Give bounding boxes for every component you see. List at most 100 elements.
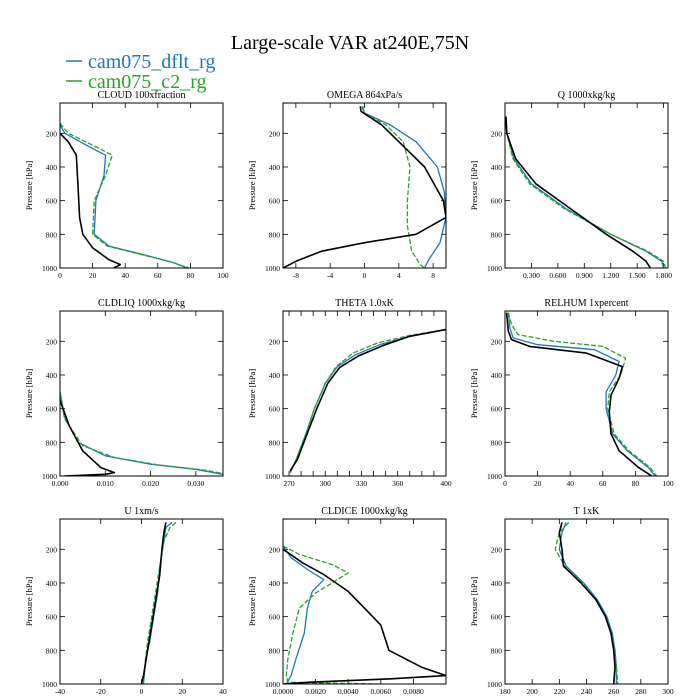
y-tick-label: 400 — [46, 163, 58, 172]
y-tick-label: 800 — [46, 438, 58, 447]
x-tick-label: 4 — [397, 271, 401, 280]
y-tick-label: 200 — [491, 129, 503, 138]
series-c2-line — [507, 312, 658, 476]
x-tick-label: 0.300 — [523, 271, 540, 280]
y-tick-label: 1000 — [487, 680, 502, 689]
x-tick-label: 60 — [154, 271, 162, 280]
x-tick-label: 40 — [121, 271, 129, 280]
series-black-line — [505, 312, 653, 476]
x-tick-label: 100 — [217, 271, 229, 280]
series-dflt-line — [60, 124, 188, 268]
x-tick-label: -8 — [293, 271, 299, 280]
panel-2: Q 1000xkg/kg 200 400 600 800 1000 0.300 0.600 0.… — [469, 90, 672, 280]
x-tick-label: -4 — [327, 271, 333, 280]
panel-title: RELHUM 1xpercent — [544, 298, 628, 309]
y-tick-label: 200 — [269, 545, 281, 554]
y-tick-label: 1000 — [42, 680, 57, 689]
y-tick-label: 600 — [491, 405, 503, 414]
y-tick-label: 800 — [269, 646, 281, 655]
y-tick-label: 200 — [46, 545, 58, 554]
y-tick-label: 200 — [269, 337, 281, 346]
panel-title: Q 1000xkg/kg — [558, 90, 616, 101]
x-tick-label: 40 — [219, 687, 227, 696]
y-tick-label: 1000 — [487, 264, 502, 273]
x-tick-label: 300 — [320, 479, 332, 488]
panel-frame — [282, 518, 447, 685]
y-tick-label: 800 — [491, 646, 503, 655]
y-tick-label: 800 — [269, 230, 281, 239]
x-tick-label: 0.600 — [549, 271, 566, 280]
y-axis-label: Pressure [hPa] — [24, 369, 34, 419]
x-tick-label: 0.0060 — [370, 687, 391, 696]
y-tick-label: 600 — [269, 613, 281, 622]
x-tick-label: 1.800 — [655, 271, 672, 280]
series-c2-line — [283, 545, 381, 684]
y-tick-label: 1000 — [42, 472, 57, 481]
x-tick-label: -20 — [96, 687, 106, 696]
panel-title: U 1xm/s — [124, 506, 158, 517]
x-tick-label: 80 — [187, 271, 195, 280]
x-tick-label: 0 — [140, 687, 144, 696]
x-tick-label: 0 — [503, 479, 507, 488]
y-tick-label: 200 — [491, 337, 503, 346]
series-dflt-line — [361, 106, 446, 268]
y-tick-label: 400 — [269, 371, 281, 380]
x-tick-label: 80 — [632, 479, 640, 488]
y-tick-label: 800 — [46, 646, 58, 655]
panel-1: OMEGA 864xPa/s 200 400 600 800 1000 -8 -4 0 4 8 Pre… — [247, 90, 447, 280]
x-tick-label: 180 — [499, 687, 511, 696]
x-tick-label: 1.500 — [629, 271, 646, 280]
y-tick-label: 600 — [269, 405, 281, 414]
x-tick-label: 220 — [554, 687, 566, 696]
x-tick-label: 0.0080 — [403, 687, 424, 696]
y-tick-label: 1000 — [265, 472, 280, 481]
x-tick-label: 0 — [363, 271, 367, 280]
legend: cam075_dflt_rg cam075_c2_rg — [66, 51, 215, 93]
y-tick-label: 400 — [269, 579, 281, 588]
series-dflt-line — [283, 545, 325, 684]
series-c2-line — [362, 106, 426, 268]
y-tick-label: 800 — [491, 438, 503, 447]
y-tick-label: 200 — [491, 545, 503, 554]
series-black-line — [60, 399, 116, 476]
figure-title: Large-scale VAR at240E,75N — [231, 32, 469, 54]
panel-6: U 1xm/s 200 400 600 800 1000-40 -20 0 20 40 Pressu… — [24, 506, 227, 696]
panel-frame — [504, 518, 669, 685]
x-tick-label: 0.010 — [97, 479, 114, 488]
y-tick-label: 200 — [46, 337, 58, 346]
y-axis-label: Pressure [hPa] — [247, 369, 257, 419]
panel-frame — [504, 310, 669, 477]
y-tick-label: 800 — [269, 438, 281, 447]
y-tick-label: 600 — [46, 613, 58, 622]
x-tick-label: 0.000 — [52, 479, 69, 488]
x-tick-label: 270 — [283, 479, 295, 488]
series-c2-line — [142, 521, 177, 684]
panel-frame — [504, 102, 669, 269]
x-tick-label: 8 — [431, 271, 435, 280]
x-tick-label: 60 — [599, 479, 607, 488]
x-tick-label: 1.200 — [602, 271, 619, 280]
y-tick-label: 400 — [491, 163, 503, 172]
y-tick-label: 400 — [491, 371, 503, 380]
series-black-line — [558, 522, 616, 684]
panel-title: CLDLIQ 1000xkg/kg — [98, 298, 185, 309]
x-tick-label: 330 — [356, 479, 368, 488]
panel-title: THETA 1.0xK — [335, 298, 394, 309]
x-tick-label: 0 — [58, 271, 62, 280]
y-tick-label: 400 — [46, 579, 58, 588]
x-tick-label: 280 — [635, 687, 647, 696]
x-tick-label: 40 — [566, 479, 574, 488]
x-tick-label: 100 — [662, 479, 674, 488]
x-tick-label: 400 — [440, 479, 452, 488]
series-dflt-line — [505, 116, 665, 268]
series-black-line — [283, 548, 446, 684]
series-black-line — [289, 328, 446, 472]
panel-title: CLOUD 100xfraction — [97, 90, 185, 101]
y-tick-label: 800 — [46, 230, 58, 239]
y-tick-label: 400 — [269, 163, 281, 172]
